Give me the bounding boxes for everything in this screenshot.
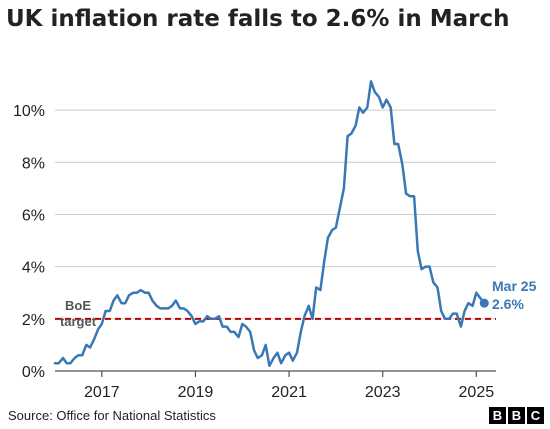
x-tick-label: 2019: [178, 384, 214, 401]
source-note: Source: Office for National Statistics: [8, 408, 216, 423]
x-tick-label: 2025: [459, 384, 495, 401]
boe-target-label-line1: BoE: [65, 298, 91, 313]
end-label-date: Mar 25: [492, 278, 537, 294]
inflation-line: [53, 80, 486, 368]
bbc-logo: B B C: [489, 407, 544, 424]
y-tick-label: 4%: [22, 260, 45, 277]
x-tick-label: 2023: [365, 384, 401, 401]
x-tick-label: 2017: [84, 384, 120, 401]
x-tick-label: 2021: [271, 384, 307, 401]
logo-letter-b2: B: [508, 407, 525, 424]
y-tick-label: 8%: [22, 155, 45, 172]
logo-letter-c: C: [527, 407, 544, 424]
boe-target-label-line2: target: [60, 314, 97, 329]
y-tick-label: 2%: [22, 312, 45, 329]
y-tick-label: 0%: [22, 364, 45, 381]
end-label-value: 2.6%: [492, 296, 524, 312]
latest-point: [479, 298, 489, 308]
logo-letter-b1: B: [489, 407, 506, 424]
chart-title: UK inflation rate falls to 2.6% in March: [6, 6, 510, 32]
y-tick-label: 10%: [13, 103, 45, 120]
y-tick-label: 6%: [22, 207, 45, 224]
